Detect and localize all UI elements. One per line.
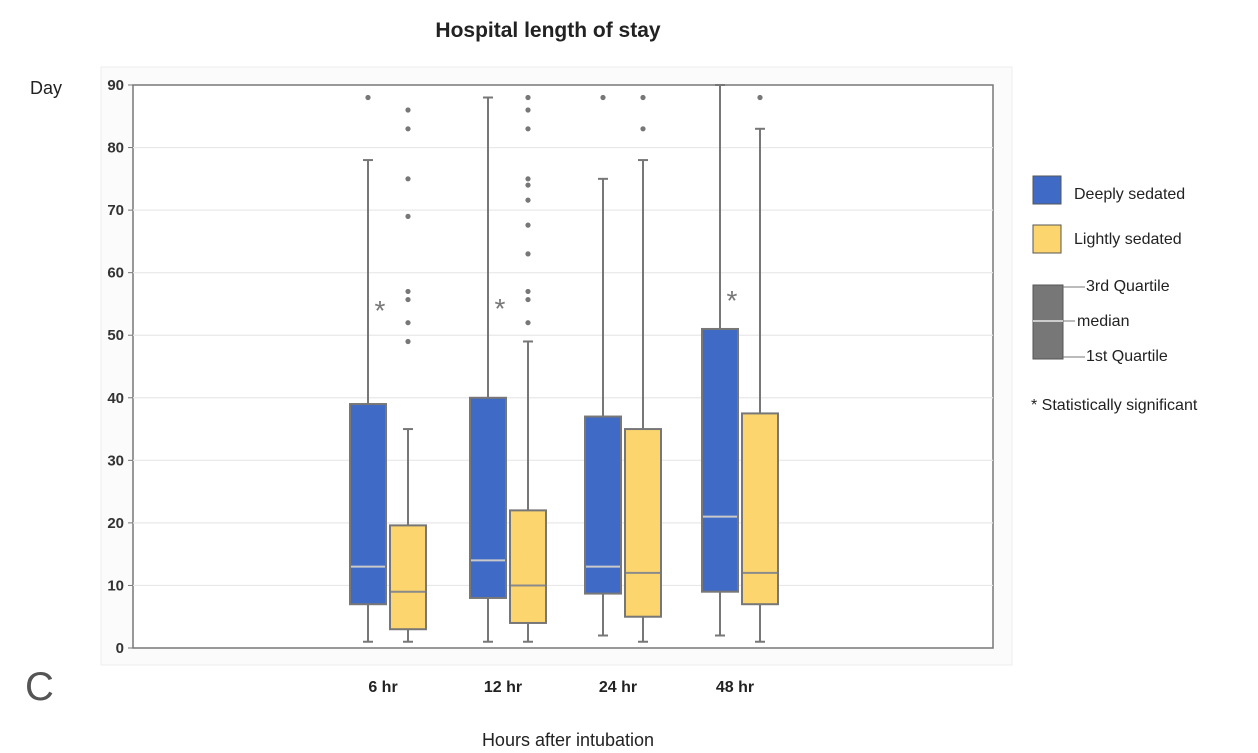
x-tick-label: 12 hr (484, 679, 522, 696)
box-lightly-2 (624, 94, 662, 643)
outlier-point (600, 94, 606, 101)
outlier-point (525, 222, 531, 228)
y-tick-label: 60 (107, 265, 124, 282)
legend-label-lightly-sedated: Lightly sedated (1074, 231, 1182, 248)
outlier-point (525, 251, 531, 257)
box-series (349, 84, 779, 643)
y-tick-label: 90 (107, 77, 124, 94)
outlier-point (365, 94, 371, 101)
outlier-point (525, 176, 531, 182)
outlier-point (525, 296, 531, 303)
outlier-point (405, 320, 411, 326)
x-tick-label: 24 hr (599, 679, 637, 696)
y-tick-label: 10 (107, 577, 124, 594)
legend-significance-note: * Statistically significant (1031, 397, 1198, 414)
x-axis-ticks: 6 hr 12 hr 24 hr 48 hr (368, 679, 754, 696)
legend-swatch-lightly-sedated (1032, 224, 1062, 254)
y-axis-label: Day (30, 78, 62, 98)
panel-label: C (25, 665, 54, 709)
iqr-box (584, 415, 622, 595)
outlier-point (525, 288, 531, 295)
box-lightly-3 (741, 94, 779, 643)
box-lightly-0 (389, 107, 427, 643)
box-lightly-1 (509, 94, 547, 643)
outlier-point (525, 107, 531, 113)
outlier-point (405, 213, 411, 219)
x-tick-label: 48 hr (716, 679, 754, 696)
significance-star: * (727, 285, 738, 316)
box-deeply-1 (469, 96, 507, 643)
significance-markers: * * * (375, 285, 738, 326)
significance-star: * (495, 293, 506, 324)
outlier-point (525, 197, 531, 203)
iqr-box (469, 396, 507, 599)
legend-q3-label: 3rd Quartile (1086, 278, 1170, 295)
x-axis-label: Hours after intubation (482, 730, 654, 750)
iqr-box (389, 524, 427, 631)
legend-label-deeply-sedated: Deeply sedated (1074, 186, 1185, 203)
outlier-point (405, 338, 411, 345)
iqr-box (349, 403, 387, 606)
x-tick-label: 6 hr (368, 679, 397, 696)
significance-star: * (375, 295, 386, 326)
iqr-box (741, 412, 779, 606)
y-axis-ticks: 0 10 20 30 40 50 60 70 80 90 (107, 77, 133, 657)
chart-title: Hospital length of stay (435, 19, 661, 42)
outlier-point (525, 320, 531, 326)
box-deeply-0 (349, 94, 387, 643)
outlier-point (405, 296, 411, 303)
outlier-point (525, 94, 531, 101)
outlier-point (640, 94, 646, 101)
y-tick-label: 20 (107, 515, 124, 532)
outlier-point (405, 288, 411, 295)
box-deeply-2 (584, 94, 622, 637)
iqr-box (509, 509, 547, 624)
iqr-box (624, 428, 662, 618)
legend-q1-label: 1st Quartile (1086, 348, 1168, 365)
outlier-point (525, 126, 531, 132)
outlier-point (405, 126, 411, 132)
legend-median-label: median (1077, 313, 1129, 330)
outlier-point (405, 107, 411, 113)
y-tick-label: 0 (116, 640, 124, 657)
outlier-point (757, 94, 763, 101)
y-tick-label: 40 (107, 390, 124, 407)
grid-lines (133, 146, 993, 587)
y-tick-label: 80 (107, 140, 124, 157)
outlier-point (640, 126, 646, 132)
y-tick-label: 50 (107, 327, 124, 344)
legend: Deeply sedated Lightly sedated 3rd Quart… (1031, 175, 1198, 414)
box-deeply-3 (701, 84, 739, 637)
legend-swatch-deeply-sedated (1032, 175, 1062, 205)
outlier-point (525, 182, 531, 188)
y-tick-label: 30 (107, 452, 124, 469)
iqr-box (701, 327, 739, 593)
y-tick-label: 70 (107, 202, 124, 219)
plot-area (132, 84, 994, 649)
outlier-point (405, 176, 411, 182)
